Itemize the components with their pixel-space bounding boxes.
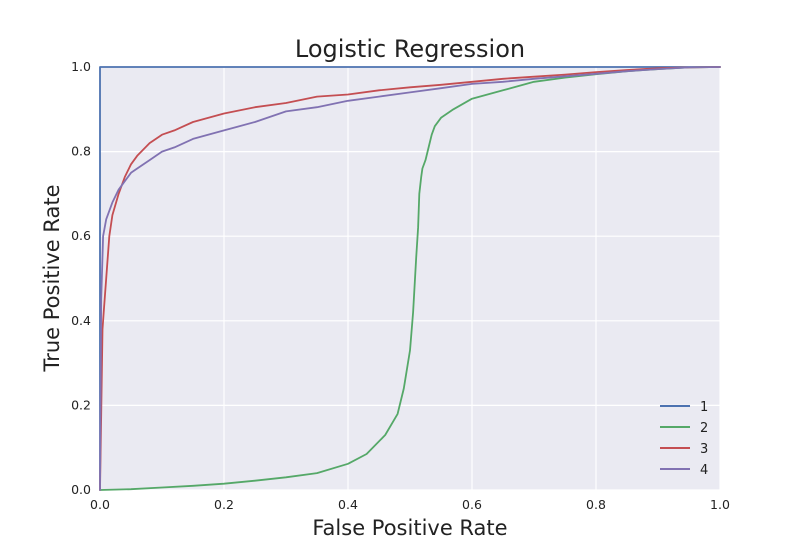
x-tick-labels: 0.0 0.2 0.4 0.6 0.8 1.0 [90,497,730,512]
y-tick-label: 1.0 [71,59,91,74]
series-line-2 [99,66,721,491]
x-axis-label: False Positive Rate [312,516,507,540]
y-tick-label: 0.4 [71,313,91,328]
legend-label-4: 4 [700,463,708,478]
legend-label-3: 3 [700,442,708,457]
y-tick-label: 0.6 [71,228,91,243]
y-tick-labels: 0.0 0.2 0.4 0.6 0.8 1.0 [71,59,91,497]
series-line-3 [99,66,721,491]
y-tick-label: 0.0 [71,482,91,497]
y-tick-label: 0.2 [71,397,91,412]
x-tick-label: 0.6 [462,497,482,512]
plot-background [100,67,720,490]
series-line-4 [99,66,721,491]
legend: 1 2 3 4 [660,400,708,478]
x-tick-label: 0.8 [586,497,606,512]
y-tick-label: 0.8 [71,144,91,159]
series-layer [99,66,721,491]
chart-title: Logistic Regression [295,35,525,63]
x-tick-label: 0.2 [214,497,234,512]
y-axis-label: True Positive Rate [40,184,64,372]
x-tick-label: 1.0 [710,497,730,512]
x-tick-label: 0.0 [90,497,110,512]
x-tick-label: 0.4 [338,497,358,512]
legend-label-2: 2 [700,421,708,436]
legend-label-1: 1 [700,400,708,415]
